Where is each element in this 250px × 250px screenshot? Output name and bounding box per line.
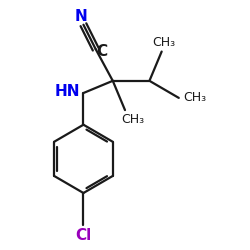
Text: CH₃: CH₃ xyxy=(121,112,144,126)
Text: C: C xyxy=(96,44,107,59)
Text: HN: HN xyxy=(54,84,80,99)
Text: Cl: Cl xyxy=(75,228,92,243)
Text: N: N xyxy=(74,8,88,24)
Text: CH₃: CH₃ xyxy=(152,36,176,49)
Text: CH₃: CH₃ xyxy=(184,92,207,104)
